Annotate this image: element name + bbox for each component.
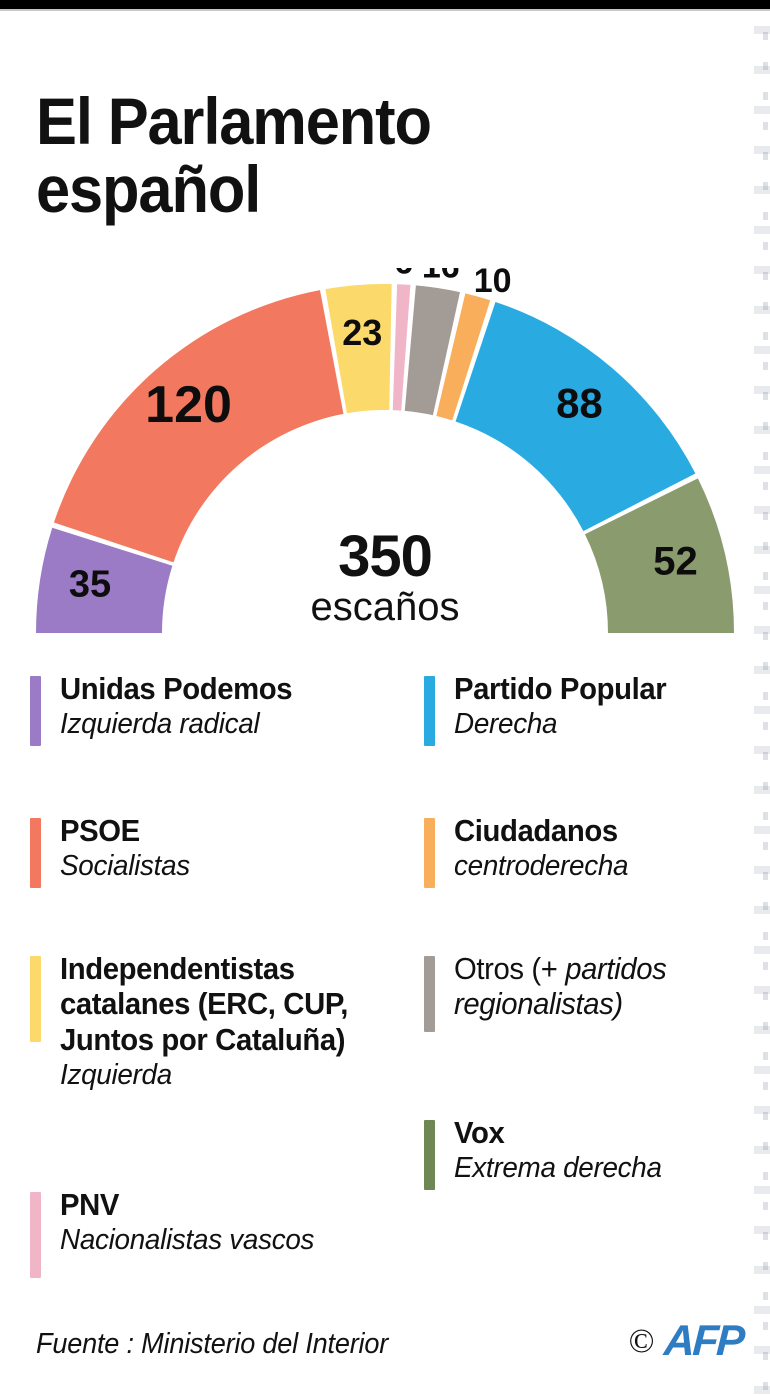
arc-segment-label: 35	[69, 563, 111, 605]
legend-party-description: centroderecha	[454, 850, 629, 883]
legend-party-name: PNV	[60, 1188, 120, 1222]
arc-segment-label: 88	[556, 379, 603, 426]
legend-color-swatch	[424, 956, 435, 1032]
legend-item[interactable]: Otros (+ partidos regionalistas)	[424, 952, 770, 1032]
legend-color-swatch	[424, 818, 435, 888]
source-note: Fuente : Ministerio del Interior	[36, 1328, 389, 1360]
arc-segment-label: 120	[145, 376, 232, 434]
arc-segment	[584, 478, 734, 633]
arc-segment	[53, 290, 344, 563]
legend-color-swatch	[424, 1120, 435, 1190]
perforated-edge-artifact-inner	[763, 10, 768, 1396]
legend-party-name: Partido Popular	[454, 672, 667, 706]
legend-color-swatch	[30, 818, 41, 888]
legend-color-swatch	[30, 956, 41, 1042]
arc-segment	[404, 285, 460, 416]
arc-segment	[36, 527, 173, 633]
legend-item[interactable]: PNV Nacionalistas vascos	[30, 1188, 442, 1278]
legend-item[interactable]: Partido Popular Derecha	[424, 672, 770, 746]
legend-item[interactable]: PSOE Socialistas	[30, 814, 442, 888]
center-total-label: escaños	[311, 585, 460, 629]
legend-party-description: Socialistas	[60, 850, 190, 883]
legend-party-name: Ciudadanos	[454, 814, 618, 848]
arc-segment-group	[36, 284, 734, 633]
legend-party-name: Vox	[454, 1116, 505, 1150]
legend-item[interactable]: Independentistas catalanes (ERC, CUP, Ju…	[30, 952, 442, 1093]
arc-segment-label: 52	[653, 540, 698, 584]
legend-item[interactable]: Ciudadanos centroderecha	[424, 814, 770, 888]
arc-segment	[325, 284, 392, 414]
arc-label-group: 35 120 23 6 16 10 88 52	[69, 268, 698, 605]
arc-segment-label: 23	[342, 312, 382, 353]
perforated-edge-artifact	[754, 10, 770, 1396]
legend-party-description: Izquierda radical	[60, 708, 260, 741]
legend-party-name-italic-part: partidos regionalistas)	[454, 952, 667, 1022]
afp-logo: © AFP	[628, 1317, 744, 1365]
hemicycle-chart: 35 120 23 6 16 10 88 52 350 escaños	[0, 268, 770, 648]
page-title: El Parlamento español	[36, 84, 432, 226]
arc-segment-label: 10	[474, 268, 512, 300]
arc-segment	[455, 301, 696, 532]
legend-party-description: Extrema derecha	[454, 1152, 662, 1185]
copyright-icon: ©	[628, 1322, 655, 1360]
legend-party-name: Unidas Podemos	[60, 672, 293, 706]
legend-party-description: Derecha	[454, 708, 558, 741]
legend-party-description: Izquierda	[60, 1059, 172, 1092]
legend-party-description: Nacionalistas vascos	[60, 1224, 315, 1257]
arc-segment-label: 6	[394, 268, 413, 282]
legend-color-swatch	[30, 1192, 41, 1278]
footer: Fuente : Ministerio del Interior © AFP	[0, 1317, 770, 1384]
legend-party-name: PSOE	[60, 814, 140, 848]
hemicycle-svg: 35 120 23 6 16 10 88 52 350 escaños	[36, 268, 734, 633]
arc-segment	[436, 293, 491, 421]
arc-segment-label: 16	[422, 268, 460, 285]
afp-wordmark: AFP	[662, 1317, 744, 1365]
legend-party-name: Otros (+ partidos regionalistas)	[454, 952, 667, 1022]
top-bar-shadow	[0, 9, 770, 11]
arc-segment	[392, 284, 411, 411]
legend-color-swatch	[424, 676, 435, 746]
legend-party-name: Independentistas catalanes (ERC, CUP, Ju…	[60, 952, 348, 1057]
legend-color-swatch	[30, 676, 41, 746]
top-black-bar	[0, 0, 770, 9]
legend: Unidas Podemos Izquierda radical PSOE Socia…	[0, 672, 770, 1292]
legend-item[interactable]: Vox Extrema derecha	[424, 1116, 770, 1190]
legend-item[interactable]: Unidas Podemos Izquierda radical	[30, 672, 442, 746]
center-total-value: 350	[338, 524, 432, 589]
